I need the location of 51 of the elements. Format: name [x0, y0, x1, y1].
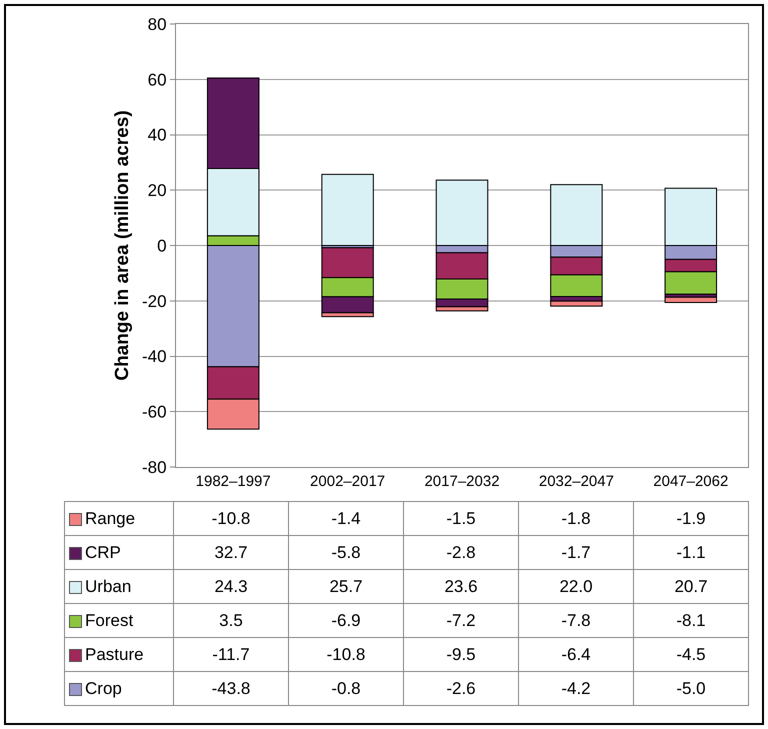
data-label: -1.7 — [518, 536, 634, 570]
y-tick-label: -40 — [142, 347, 167, 366]
data-label: -9.5 — [404, 638, 518, 672]
x-tick-label: 2017–2032 — [424, 473, 500, 490]
data-label: 25.7 — [288, 570, 404, 604]
data-label: -5.0 — [634, 672, 748, 706]
data-label: 20.7 — [634, 570, 748, 604]
y-tick-label: 60 — [148, 70, 167, 90]
data-label: -4.5 — [634, 638, 748, 672]
data-label: -43.8 — [174, 672, 288, 706]
legend-label: CRP — [64, 536, 174, 570]
data-label: -10.8 — [288, 638, 404, 672]
data-label: -8.1 — [634, 604, 748, 638]
data-label: -7.8 — [518, 604, 634, 638]
data-label: -4.2 — [518, 672, 634, 706]
x-tick-label: 2047–2062 — [653, 473, 728, 490]
data-label: -2.6 — [404, 672, 518, 706]
data-label: -1.1 — [634, 536, 748, 570]
legend-label: Urban — [64, 570, 174, 604]
y-tick-label: -20 — [142, 292, 167, 311]
y-tick-label: -60 — [142, 402, 167, 422]
legend-label: Forest — [64, 604, 174, 638]
legend-label: Range — [64, 502, 174, 536]
data-label: 3.5 — [174, 604, 288, 638]
data-label: 22.0 — [518, 570, 634, 604]
data-label: -2.8 — [404, 536, 518, 570]
y-tick-label: 20 — [148, 181, 167, 200]
y-tick-label: -80 — [142, 458, 167, 477]
data-label: -11.7 — [174, 638, 288, 672]
y-tick-label: 40 — [148, 126, 167, 145]
data-label: -10.8 — [174, 502, 288, 536]
x-tick-label: 2032–2047 — [538, 473, 614, 490]
y-tick-label: 80 — [148, 14, 167, 34]
data-label: -1.9 — [634, 502, 748, 536]
legend-label: Crop — [64, 672, 174, 706]
data-label: -6.4 — [518, 638, 634, 672]
data-label: -1.4 — [288, 502, 404, 536]
x-tick-label: 2002–2017 — [310, 473, 386, 490]
data-label: 32.7 — [174, 536, 288, 570]
data-label: -7.2 — [404, 604, 518, 638]
data-label: -0.8 — [288, 672, 404, 706]
data-label: -1.5 — [404, 502, 518, 536]
data-label: -1.8 — [518, 502, 634, 536]
y-axis-title: Change in area (million acres) — [112, 110, 133, 381]
y-tick-label: 0 — [157, 236, 167, 256]
data-label: -5.8 — [288, 536, 404, 570]
data-label: 24.3 — [174, 570, 288, 604]
legend-label: Pasture — [64, 638, 174, 672]
data-label: -6.9 — [288, 604, 404, 638]
data-label: 23.6 — [404, 570, 518, 604]
x-tick-label: 1982–1997 — [196, 473, 271, 490]
